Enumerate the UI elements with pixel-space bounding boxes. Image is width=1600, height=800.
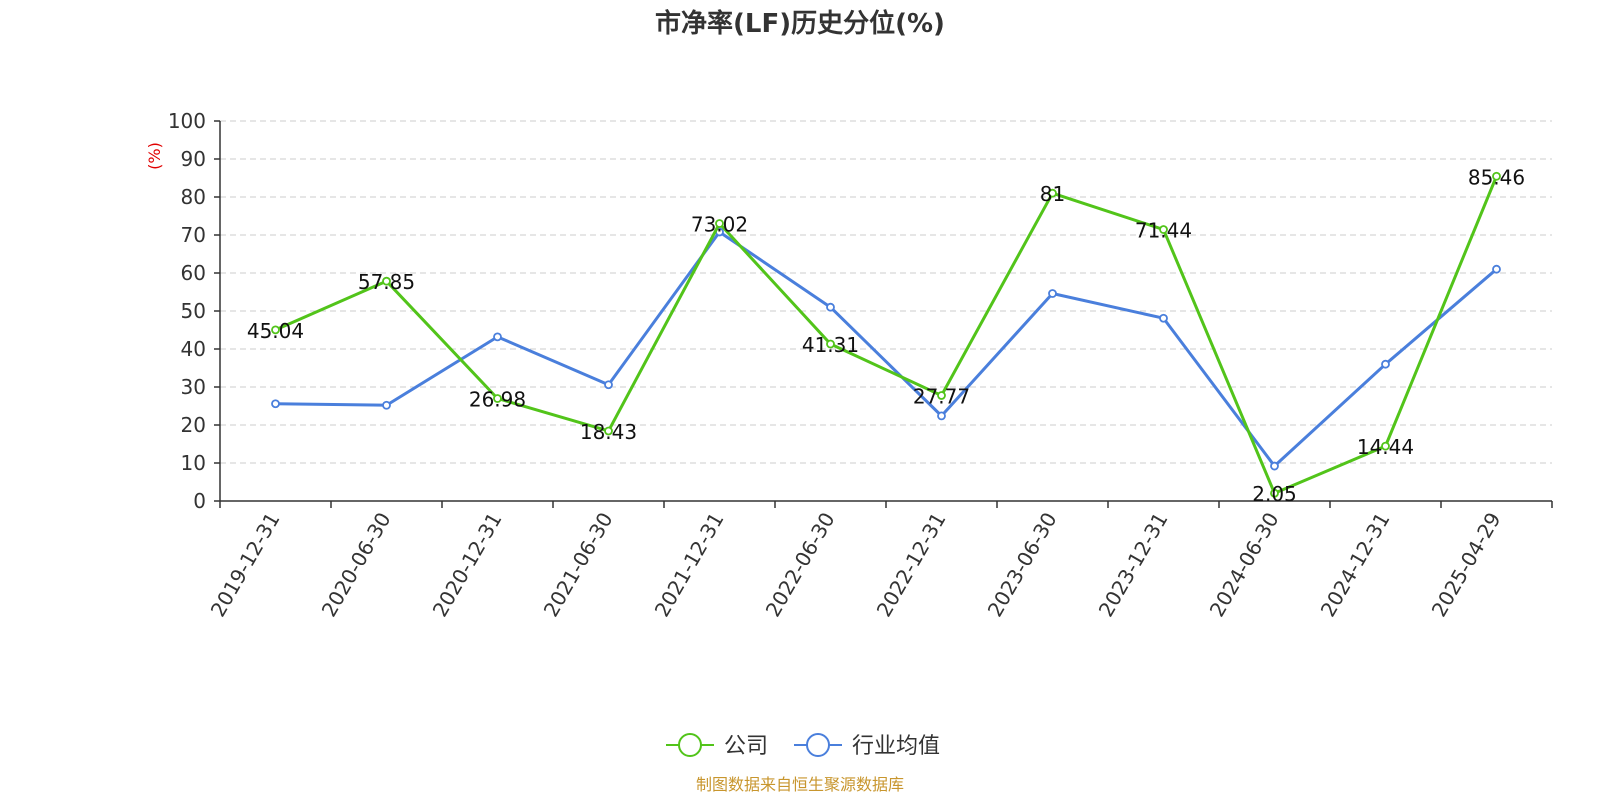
x-tick-label-2023-06-30: 2023-06-30 xyxy=(983,508,1062,621)
data-point-2020-06-30[interactable] xyxy=(382,276,391,286)
x-tick-label-2019-12-31: 2019-12-31 xyxy=(206,508,285,621)
data-label-2023-06-30: 81 xyxy=(1040,182,1065,206)
data-point-2024-12-31[interactable] xyxy=(1381,441,1390,451)
data-point-2020-06-30[interactable] xyxy=(382,400,391,410)
data-point-2022-12-31[interactable] xyxy=(937,411,946,421)
series-line xyxy=(275,230,1498,468)
data-label-2019-12-31: 45.04 xyxy=(247,319,304,343)
x-tick-label-2021-12-31: 2021-12-31 xyxy=(650,508,729,621)
data-point-2020-12-31[interactable] xyxy=(493,332,502,342)
data-point-2025-04-29[interactable] xyxy=(1492,171,1501,181)
y-tick-label-60: 60 xyxy=(181,261,206,285)
data-point-2022-12-31[interactable] xyxy=(937,391,946,400)
y-tick-label-0: 0 xyxy=(193,489,206,513)
series-company xyxy=(271,171,1501,498)
x-tick-label-2021-06-30: 2021-06-30 xyxy=(539,508,618,621)
x-tick-label-2022-12-31: 2022-12-31 xyxy=(872,508,951,621)
data-point-2024-06-30[interactable] xyxy=(1270,488,1279,498)
data-point-2023-12-31[interactable] xyxy=(1159,225,1168,234)
data-point-2023-12-31[interactable] xyxy=(1159,313,1168,323)
legend[interactable]: 公司 行业均值 xyxy=(666,733,940,759)
data-point-2019-12-31[interactable] xyxy=(271,325,280,335)
x-tick-label-2025-04-29: 2025-04-29 xyxy=(1427,508,1506,621)
data-point-2019-12-31[interactable] xyxy=(271,399,280,409)
y-tick-label-100: 100 xyxy=(168,109,206,133)
axes: 0 10 20 30 40 50 60 70 80 90 100 2019-12-31 2020-06-… xyxy=(168,109,1553,621)
y-tick-label-10: 10 xyxy=(181,451,206,475)
x-tick-label-2023-12-31: 2023-12-31 xyxy=(1094,508,1173,621)
data-point-2023-06-30[interactable] xyxy=(1048,188,1057,198)
data-point-2023-06-30[interactable] xyxy=(1048,289,1057,298)
y-axis-unit-label: (%) xyxy=(145,142,164,170)
y-tick-label-70: 70 xyxy=(181,223,206,247)
data-point-2022-06-30[interactable] xyxy=(826,302,835,312)
data-labels: 45.04 57.85 26.98 18.43 73.02 41.31 27.77 81 71.… xyxy=(247,165,1525,506)
data-point-2020-12-31[interactable] xyxy=(493,394,502,403)
data-point-2022-06-30[interactable] xyxy=(826,339,835,349)
legend-swatch-marker xyxy=(678,733,702,757)
data-point-2021-12-31[interactable] xyxy=(715,219,724,228)
data-point-2021-06-30[interactable] xyxy=(604,426,613,436)
legend-item-company[interactable]: 公司 xyxy=(666,733,768,759)
data-label-2024-12-31: 14.44 xyxy=(1357,435,1414,459)
y-tick-label-80: 80 xyxy=(181,185,206,209)
series-layer xyxy=(271,171,1501,498)
data-label-2025-04-29: 85.46 xyxy=(1468,165,1525,189)
x-tick-label-2022-06-30: 2022-06-30 xyxy=(761,508,840,621)
data-label-2022-06-30: 41.31 xyxy=(802,333,859,357)
legend-label: 公司 xyxy=(724,734,768,759)
x-tick-label-2020-06-30: 2020-06-30 xyxy=(317,508,396,621)
y-tick-label-90: 90 xyxy=(181,147,206,171)
x-tick-label-2020-12-31: 2020-12-31 xyxy=(428,508,507,621)
data-point-2024-12-31[interactable] xyxy=(1381,359,1390,369)
grid-lines xyxy=(220,120,1552,464)
x-tick-label-2024-12-31: 2024-12-31 xyxy=(1316,508,1395,621)
legend-swatch-marker xyxy=(806,733,830,757)
data-label-2020-06-30: 57.85 xyxy=(358,270,415,294)
data-label-2021-06-30: 18.43 xyxy=(580,420,637,444)
legend-label: 行业均值 xyxy=(852,734,940,759)
data-point-2025-04-29[interactable] xyxy=(1492,264,1501,274)
chart-title: 市净率(LF)历史分位(%) xyxy=(655,8,945,39)
y-tick-label-50: 50 xyxy=(181,299,206,323)
data-label-2020-12-31: 26.98 xyxy=(469,387,526,411)
y-tick-label-20: 20 xyxy=(181,413,206,437)
series-industry-average xyxy=(271,227,1501,471)
source-note: 制图数据来自恒生聚源数据库 xyxy=(696,775,904,794)
data-label-2024-06-30: 2.05 xyxy=(1252,482,1297,506)
legend-item-industry-average[interactable]: 行业均值 xyxy=(794,733,940,759)
y-tick-label-40: 40 xyxy=(181,337,206,361)
series-line xyxy=(274,175,1498,495)
data-point-2021-06-30[interactable] xyxy=(604,380,613,390)
x-tick-label-2024-06-30: 2024-06-30 xyxy=(1205,508,1284,621)
data-label-2021-12-31: 73.02 xyxy=(691,213,748,237)
data-label-2023-12-31: 71.44 xyxy=(1135,219,1192,243)
y-tick-label-30: 30 xyxy=(181,375,206,399)
data-point-2024-06-30[interactable] xyxy=(1270,461,1279,471)
data-label-2022-12-31: 27.77 xyxy=(913,384,970,408)
